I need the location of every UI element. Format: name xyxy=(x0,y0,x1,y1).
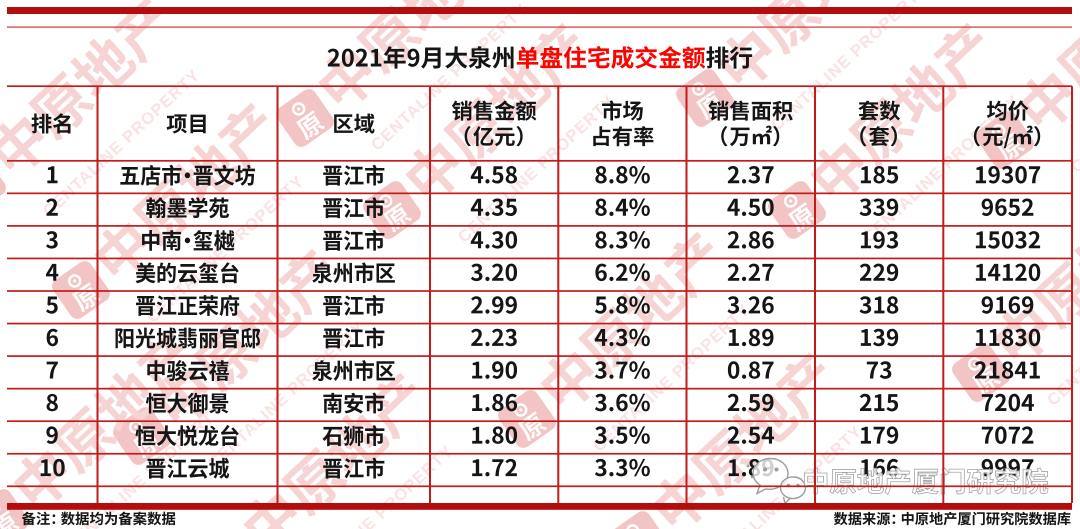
svg-text:CENTALINE PROPERTY: CENTALINE PROPERTY xyxy=(768,0,932,135)
